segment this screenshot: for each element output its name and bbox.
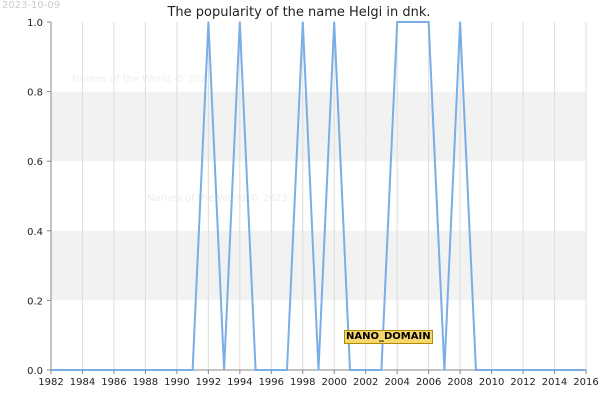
data-point-1983 [65,369,68,371]
data-point-2003 [380,369,383,371]
band-1 [51,230,586,301]
data-point-2009 [475,369,477,371]
data-point-1987 [128,369,131,371]
data-point-2006 [427,21,430,23]
x-tick-label-1986: 1986 [101,377,126,388]
data-point-2015 [569,369,572,371]
chart-title: The popularity of the name Helgi in dnk. [166,5,430,20]
x-tick-label-2010: 2010 [479,377,504,388]
data-point-1989 [160,369,162,371]
data-point-1992 [207,21,210,23]
watermark-2: Names of the World © 2023 [296,130,437,141]
x-tick-label-1992: 1992 [196,377,221,388]
data-point-1998 [301,21,304,23]
x-tick-label-2014: 2014 [542,377,567,388]
x-tick-label-1998: 1998 [290,377,315,388]
chart-bands [51,91,586,301]
x-tick-label-1988: 1988 [133,377,158,388]
y-tick-label-0.2: 0.2 [27,296,43,307]
y-tick-label-0.8: 0.8 [27,88,43,99]
x-tick-label-2008: 2008 [447,377,472,388]
data-point-2004 [396,21,398,23]
data-point-1999 [317,369,320,371]
chart-ticks: 1982 1984 1986 1988 1990 1992 1994 1996 1998 2000… [27,18,599,388]
y-tick-label-0.0: 0.0 [27,366,43,377]
y-tick-label-1.0: 1.0 [27,18,43,29]
band-3 [51,91,586,162]
chart-grid [50,22,587,370]
data-point-2000 [333,21,336,23]
watermark-1: Names of the World © 2023 [72,74,213,85]
nano-domain-badge: NANO_DOMAIN [344,330,433,344]
x-tick-label-2002: 2002 [353,377,378,388]
data-point-2013 [537,369,540,371]
x-tick-label-1984: 1984 [70,377,95,388]
data-point-1997 [286,369,288,371]
data-point-2001 [349,369,351,371]
watermark-3: Names of the World © 2023 [147,193,288,204]
data-point-1993 [223,369,225,371]
data-point-2008 [459,21,461,23]
x-tick-label-2006: 2006 [416,377,441,388]
x-tick-label-1990: 1990 [164,377,189,388]
data-point-1985 [97,369,100,371]
x-tick-label-2000: 2000 [322,377,347,388]
x-tick-label-2004: 2004 [384,377,409,388]
data-point-1994 [239,21,241,23]
data-point-1991 [191,369,194,371]
date-stamp: 2023-10-09 [2,0,61,11]
y-tick-label-0.6: 0.6 [27,157,43,168]
data-point-2007 [443,369,446,371]
data-point-2011 [506,369,509,371]
x-tick-label-1996: 1996 [259,377,284,388]
x-tick-label-1982: 1982 [38,377,63,388]
data-point-1995 [254,369,257,371]
watermarks: Names of the World © 2023 Names of the W… [72,74,437,204]
x-tick-label-2012: 2012 [510,377,535,388]
x-tick-label-2016: 2016 [573,377,598,388]
y-tick-label-0.4: 0.4 [27,227,43,238]
x-tick-label-1994: 1994 [227,377,252,388]
data-point-2005 [412,21,414,23]
